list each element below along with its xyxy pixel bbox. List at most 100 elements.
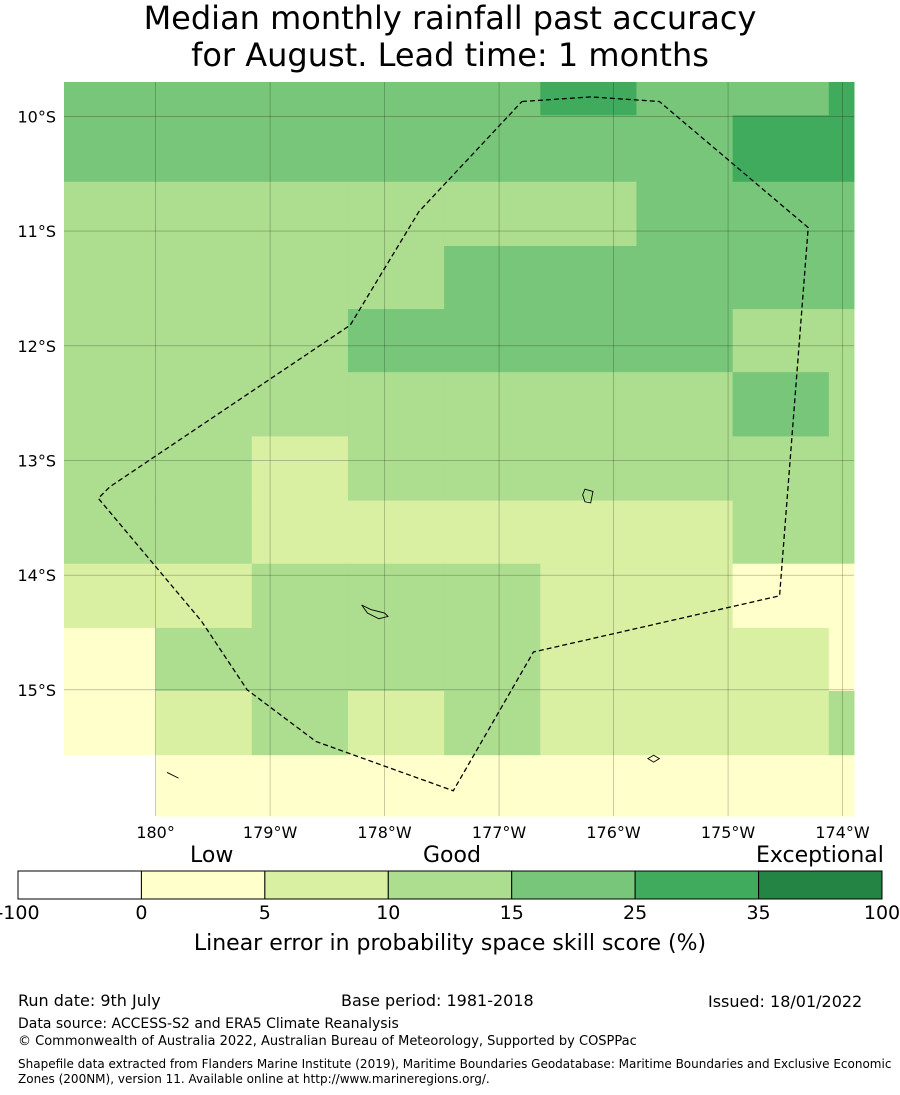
grid-cell — [540, 690, 637, 756]
grid-cell — [732, 500, 830, 565]
grid-cell — [444, 563, 541, 629]
grid-cell — [347, 181, 445, 247]
grid-cell — [64, 246, 157, 310]
grid-cell — [444, 372, 541, 437]
map-title-line1: Median monthly rainfall past accuracy — [143, 0, 757, 37]
colorbar-label: Linear error in probability space skill … — [193, 931, 707, 956]
grid-cell — [540, 436, 637, 502]
lon-tick-label: 176°W — [586, 823, 641, 842]
grid-cell — [636, 309, 734, 373]
grid-cell — [155, 309, 253, 373]
grid-cell — [444, 627, 541, 692]
colorbar-swatch — [634, 870, 760, 900]
colorbar-tick-label: 0 — [135, 902, 148, 924]
grid-cell — [64, 436, 157, 502]
grid-cell — [251, 309, 349, 373]
grid-cell — [64, 82, 157, 116]
colorbar-tick-label: 25 — [623, 902, 648, 924]
grid-cell — [155, 115, 253, 183]
grid-cell — [155, 563, 253, 629]
grid-cell — [828, 627, 855, 692]
grid-cell — [636, 115, 734, 183]
grid-cell — [251, 755, 349, 817]
lon-tick-label: 174°W — [815, 823, 870, 842]
grid-cell — [64, 690, 157, 756]
grid-cell — [828, 500, 855, 565]
grid-cell — [444, 115, 541, 183]
map-title: Median monthly rainfall past accuracy fo… — [0, 0, 900, 74]
grid-cell — [540, 181, 637, 247]
grid-cell — [540, 755, 637, 817]
grid-cell — [251, 500, 349, 565]
grid-cell — [636, 82, 734, 116]
grid-cell — [347, 755, 445, 817]
grid-cell — [64, 115, 157, 183]
grid-cell — [732, 755, 830, 817]
grid-cell — [732, 627, 830, 692]
grid-cell — [64, 372, 157, 437]
grid-cell — [828, 690, 855, 756]
grid-cell — [732, 181, 830, 247]
grid-cell — [347, 246, 445, 310]
grid-cell — [828, 246, 855, 310]
island-wallis — [582, 488, 594, 504]
island-tafahi — [166, 772, 179, 779]
grid-cell — [251, 627, 349, 692]
lat-tick-label: 13°S — [17, 451, 56, 470]
skill-score-map: 180° 179°W 178°W 177°W 176°W 175°W 174°W 10°S1… — [17, 82, 883, 900]
grid-cell — [828, 372, 855, 437]
category-low-label: Low — [190, 843, 234, 868]
grid-cell — [347, 563, 445, 629]
grid-cell — [636, 500, 734, 565]
grid-cell — [540, 309, 637, 373]
grid-cell — [732, 115, 830, 183]
colorbar-tick-label: 5 — [258, 902, 271, 924]
grid-cell — [251, 372, 349, 437]
lon-tick-label: 178°W — [357, 823, 412, 842]
grid-cell — [732, 690, 830, 756]
grid-cell — [828, 82, 855, 116]
data-source: Data source: ACCESS-S2 and ERA5 Climate … — [18, 1016, 399, 1032]
grid-cell — [64, 500, 157, 565]
lon-tick-label: 175°W — [701, 823, 756, 842]
grid-cell — [732, 372, 830, 437]
grid-cell — [347, 309, 445, 373]
grid-cell — [636, 372, 734, 437]
grid-cell — [444, 181, 541, 247]
lat-tick-label: 15°S — [17, 681, 56, 700]
lon-tick-label: 180° — [136, 823, 175, 842]
grid-cell — [444, 246, 541, 310]
grid-cell — [540, 372, 637, 437]
colorbar-tick-label: -100 — [0, 902, 40, 924]
grid-cell — [732, 82, 830, 116]
grid-cell — [732, 436, 830, 502]
grid-cell — [828, 309, 855, 373]
grid-cell — [347, 690, 445, 756]
colorbar — [17, 870, 883, 900]
grid-cell — [444, 500, 541, 565]
grid-cell — [540, 563, 637, 629]
grid-cell — [64, 563, 157, 629]
colorbar-swatch — [140, 870, 266, 900]
grid-cell — [347, 627, 445, 692]
grid-cell — [251, 436, 349, 502]
grid-cell — [155, 181, 253, 247]
category-exceptional-label: Exceptional — [756, 843, 884, 868]
grid-cell — [444, 309, 541, 373]
grid-cell — [636, 627, 734, 692]
lat-tick-label: 11°S — [17, 222, 56, 241]
grid-cell — [155, 372, 253, 437]
grid-cell — [828, 436, 855, 502]
grid-cell — [828, 115, 855, 183]
grid-cell — [347, 372, 445, 437]
colorbar-tick-label: 10 — [376, 902, 401, 924]
grid-cell — [828, 181, 855, 247]
grid-cell — [155, 246, 253, 310]
grid-cell — [732, 563, 830, 629]
grid-cell — [347, 500, 445, 565]
colorbar-tick-label: 100 — [863, 902, 900, 924]
grid-cell — [636, 246, 734, 310]
longitude-labels: 180° 179°W 178°W 177°W 176°W 175°W 174°W — [136, 823, 870, 842]
colorbar-swatch — [387, 870, 513, 900]
grid-cell — [155, 690, 253, 756]
